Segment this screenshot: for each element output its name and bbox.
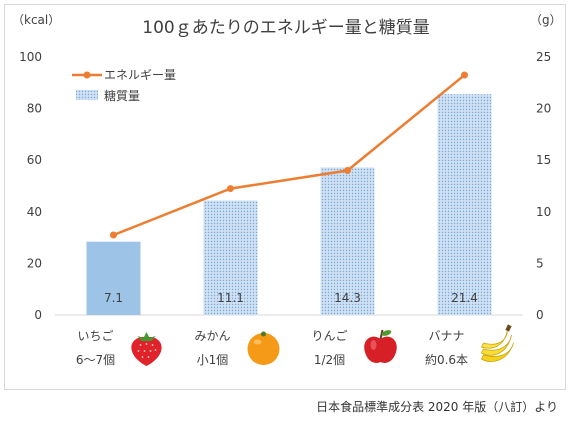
left-tick-label: 60 bbox=[27, 153, 42, 167]
right-tick-label: 15 bbox=[536, 153, 551, 167]
right-tick-label: 5 bbox=[536, 256, 544, 270]
category-amount: 6～7個 bbox=[76, 353, 115, 367]
carb-bar bbox=[320, 167, 375, 315]
category-amount: 約0.6本 bbox=[425, 352, 468, 367]
left-axis-unit: （kcal） bbox=[12, 13, 60, 27]
line-series bbox=[110, 71, 468, 239]
orange-icon bbox=[247, 331, 280, 365]
apple-icon bbox=[364, 329, 397, 363]
energy-point bbox=[227, 185, 234, 193]
left-tick-label: 0 bbox=[34, 308, 42, 322]
carb-bar-label: 11.1 bbox=[217, 291, 244, 305]
category-name: みかん bbox=[194, 329, 230, 343]
left-tick-label: 100 bbox=[19, 50, 42, 64]
category-amount: 小1個 bbox=[197, 353, 229, 367]
left-tick-label: 80 bbox=[27, 102, 42, 116]
carb-bar-label: 7.1 bbox=[104, 291, 123, 305]
left-axis-ticks: 0 20 40 60 80 100 bbox=[19, 50, 42, 322]
banana-icon bbox=[480, 324, 514, 362]
legend-bar-swatch bbox=[76, 90, 98, 100]
fruit-icons bbox=[131, 324, 514, 366]
energy-line bbox=[113, 74, 466, 237]
legend-label-carb: 糖質量 bbox=[104, 88, 140, 103]
right-tick-label: 10 bbox=[536, 205, 551, 219]
legend-label-energy: エネルギー量 bbox=[104, 68, 176, 82]
category-name: いちご bbox=[77, 328, 113, 343]
energy-point bbox=[461, 71, 468, 79]
carb-bar bbox=[437, 94, 492, 315]
source-note: 日本食品標準成分表 2020 年版（八訂）より bbox=[316, 400, 558, 414]
carb-bar-label: 21.4 bbox=[451, 291, 478, 305]
legend: エネルギー量 糖質量 bbox=[72, 68, 176, 103]
left-tick-label: 20 bbox=[27, 256, 42, 270]
chart-title: 100ｇあたりのエネルギー量と糖質量 bbox=[142, 18, 429, 38]
bar-series bbox=[86, 94, 492, 315]
chart: 100ｇあたりのエネルギー量と糖質量 （kcal） （g） 0 20 40 60 80 1… bbox=[12, 13, 562, 367]
category-name: バナナ bbox=[428, 329, 464, 343]
right-tick-label: 20 bbox=[536, 102, 551, 116]
carb-bar bbox=[86, 241, 141, 315]
category-name: りんご bbox=[311, 328, 347, 343]
energy-point bbox=[110, 231, 117, 239]
left-tick-label: 40 bbox=[27, 205, 42, 219]
right-axis-ticks: 0 5 10 15 20 25 bbox=[536, 50, 551, 322]
carb-bar bbox=[203, 200, 258, 315]
legend-line-marker bbox=[83, 71, 91, 79]
category-amount: 1/2個 bbox=[314, 353, 345, 367]
strawberry-icon bbox=[131, 332, 162, 366]
bar-data-labels: 7.1 11.1 14.3 21.4 bbox=[104, 291, 478, 305]
carb-bar-label: 14.3 bbox=[334, 291, 361, 305]
right-axis-unit: （g） bbox=[530, 13, 562, 27]
right-tick-label: 25 bbox=[536, 50, 551, 64]
energy-point bbox=[344, 167, 351, 175]
right-tick-label: 0 bbox=[536, 308, 544, 322]
